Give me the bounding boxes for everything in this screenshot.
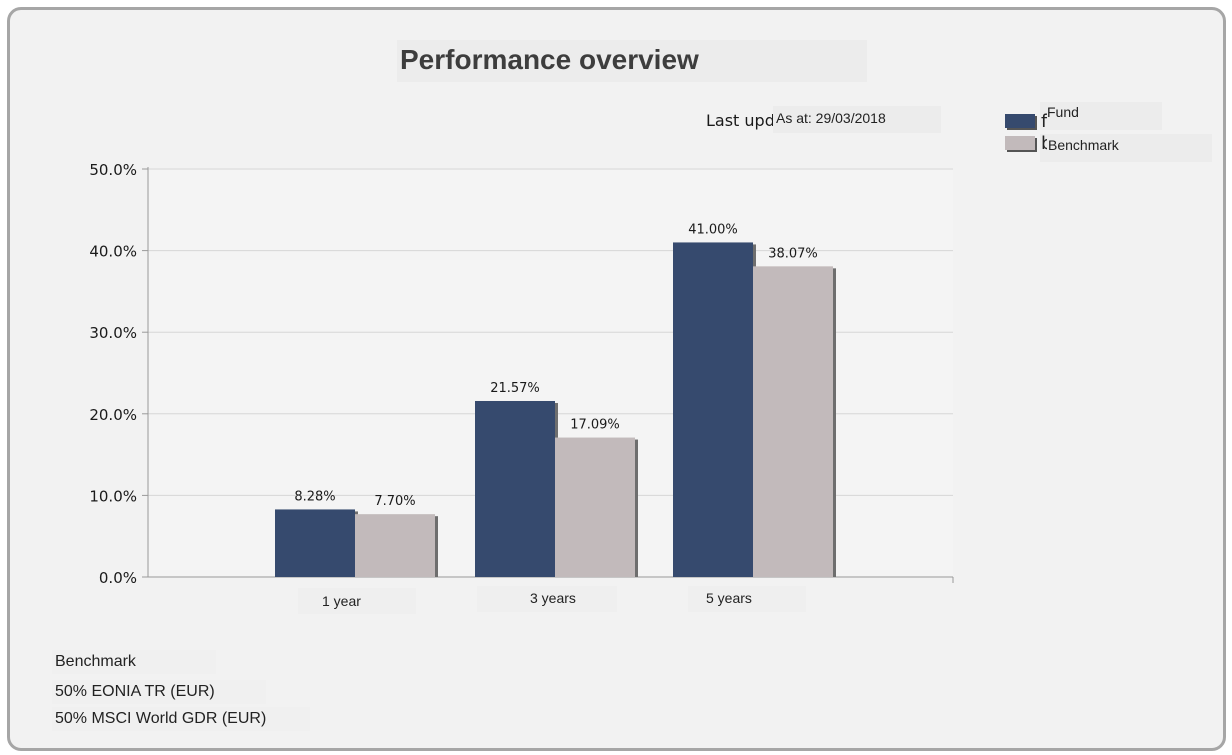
benchmark-line-2: 50% MSCI World GDR (EUR) [55,710,267,727]
benchmark-heading: Benchmark [55,653,136,670]
data-label-fund-1: 8.28% [294,489,335,504]
data-label-benchmark-3: 38.07% [768,246,818,261]
bar-benchmark-3 [753,266,833,577]
as-at-date: As at: 29/03/2018 [776,110,886,126]
legend-label-fund: Fund [1047,104,1079,120]
chart-title: Performance overview [400,44,699,75]
y-tick-label: 20.0% [89,406,137,424]
data-label-benchmark-1: 7.70% [374,494,415,509]
legend-label-benchmark: Benchmark [1048,137,1119,153]
y-tick-label: 0.0% [99,569,137,587]
benchmark-line-2-bg [52,707,310,731]
x-label-bg-3 [688,586,806,612]
legend-label-bg-benchmark [1040,134,1212,162]
x-axis-label-5-years: 5 years [706,590,752,606]
y-tick-label: 40.0% [89,243,137,261]
bar-benchmark-1 [355,514,435,577]
title-background [397,40,867,82]
y-tick-label: 30.0% [89,324,137,342]
bar-fund-1 [275,509,355,577]
data-label-fund-3: 41.00% [688,222,738,237]
x-axis-label-3-years: 3 years [530,590,576,606]
legend-label-bg-fund [1040,102,1162,130]
legend-swatch-benchmark [1005,136,1035,150]
legend-clipped-fund: fi [1041,111,1047,132]
bar-fund-3 [673,242,753,577]
benchmark-line-1-bg [52,680,266,704]
x-label-bg-2 [477,586,617,612]
x-label-bg-1 [298,588,416,614]
legend-clipped-benchmark: b [1041,133,1047,154]
y-tick-label: 10.0% [89,487,137,505]
y-tick-label: 50.0% [89,161,137,179]
x-axis-label-1-year: 1 year [322,593,361,609]
benchmark-line-1: 50% EONIA TR (EUR) [55,683,215,700]
as-at-obscured-label: Last upd [706,111,774,130]
as-at-background [773,106,941,133]
data-label-fund-2: 21.57% [490,381,540,396]
bar-benchmark-2 [555,437,635,577]
benchmark-heading-bg [52,650,216,674]
data-label-benchmark-2: 17.09% [570,418,620,433]
legend-swatch-fund [1005,114,1035,128]
bar-fund-2 [475,400,555,577]
